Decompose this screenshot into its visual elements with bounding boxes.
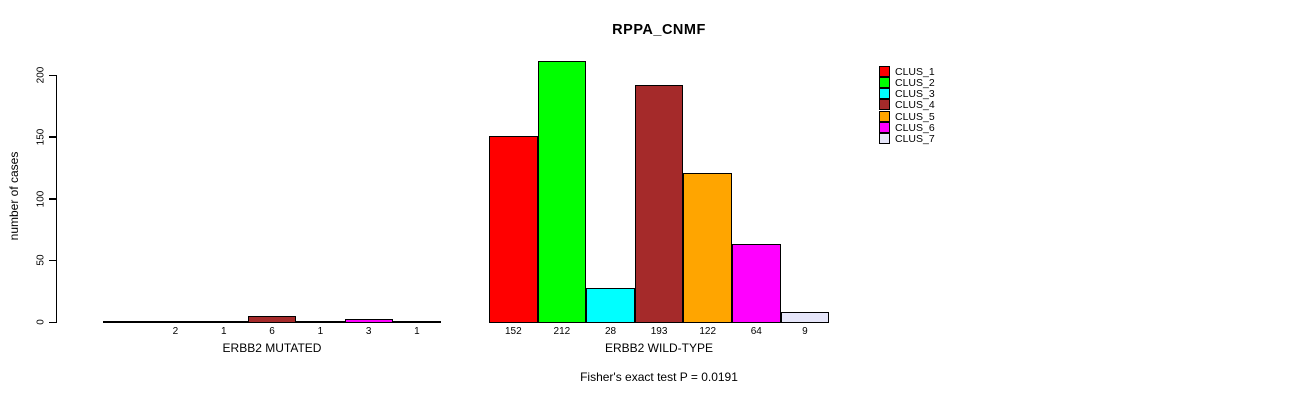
y-tick-label: 100 — [35, 190, 47, 207]
legend-swatch — [879, 65, 890, 77]
legend-swatch — [879, 110, 890, 122]
chart-title: RPPA_CNMF — [612, 22, 706, 38]
legend-item-label: CLUS_6 — [895, 122, 935, 135]
bar-CLUS_6-group1 — [732, 244, 781, 323]
bar-value-label: 3 — [365, 326, 372, 337]
bar-value-label: 152 — [504, 326, 522, 337]
legend-item-label: CLUS_4 — [895, 99, 935, 112]
bar-CLUS_7-group0 — [393, 321, 441, 323]
bar-CLUS_1-group1 — [489, 136, 538, 323]
y-tick-label: 150 — [35, 128, 47, 146]
bar-value-label: 6 — [269, 326, 275, 337]
bar-CLUS_3-group0 — [200, 321, 248, 323]
bar-value-label: 122 — [699, 326, 717, 337]
y-tick-mark — [49, 136, 56, 138]
bar-value-label: 212 — [553, 326, 571, 337]
legend-item-label: CLUS_2 — [895, 76, 935, 89]
legend-swatch — [879, 88, 890, 100]
y-axis-line — [55, 74, 57, 323]
bar-value-label: 1 — [317, 326, 324, 337]
bar-CLUS_4-group1 — [635, 85, 683, 323]
bar-CLUS_3-group1 — [586, 288, 635, 323]
bar-value-label: 2 — [172, 326, 179, 337]
bar-CLUS_4-group0 — [248, 316, 296, 323]
y-tick-label: 50 — [35, 254, 47, 266]
x-group-label-mutated: ERBB2 MUTATED — [222, 341, 322, 355]
y-tick-label: 200 — [35, 66, 47, 84]
legend-swatch — [879, 76, 890, 88]
x-group-label-wildtype: ERBB2 WILD-TYPE — [604, 341, 714, 355]
bar-value-label: 64 — [750, 326, 762, 337]
bar-CLUS_2-group0 — [151, 321, 200, 323]
legend-item-label: CLUS_5 — [895, 110, 935, 123]
fisher-test-annotation: Fisher's exact test P = 0.0191 — [580, 370, 738, 384]
legend-swatch — [879, 99, 890, 111]
bar-CLUS_6-group0 — [345, 319, 393, 323]
legend-item-label: CLUS_3 — [895, 88, 935, 101]
y-tick-label: 0 — [35, 319, 47, 325]
legend-swatch — [879, 133, 890, 145]
y-tick-mark — [49, 198, 56, 200]
bar-CLUS_5-group1 — [683, 173, 732, 323]
legend-item-label: CLUS_7 — [895, 133, 935, 146]
y-tick-mark — [49, 74, 56, 77]
bar-value-label: 193 — [650, 326, 668, 337]
bar-value-label: 28 — [604, 326, 617, 337]
bar-CLUS_5-group0 — [296, 321, 345, 323]
legend-item-label: CLUS_1 — [895, 65, 935, 78]
bar-CLUS_7-group1 — [781, 312, 829, 323]
y-axis-label: number of cases — [7, 151, 21, 241]
bar-value-label: 1 — [414, 326, 420, 337]
legend-swatch — [879, 122, 890, 134]
bar-value-label: 9 — [802, 326, 808, 337]
y-tick-mark — [49, 259, 56, 262]
bar-CLUS_2-group1 — [538, 61, 586, 323]
bar-value-label: 1 — [220, 326, 227, 337]
y-tick-mark — [49, 321, 56, 323]
